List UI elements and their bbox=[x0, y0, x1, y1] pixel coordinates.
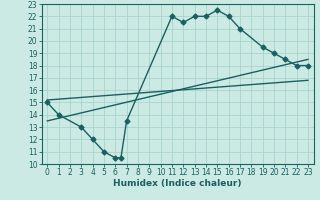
X-axis label: Humidex (Indice chaleur): Humidex (Indice chaleur) bbox=[113, 179, 242, 188]
